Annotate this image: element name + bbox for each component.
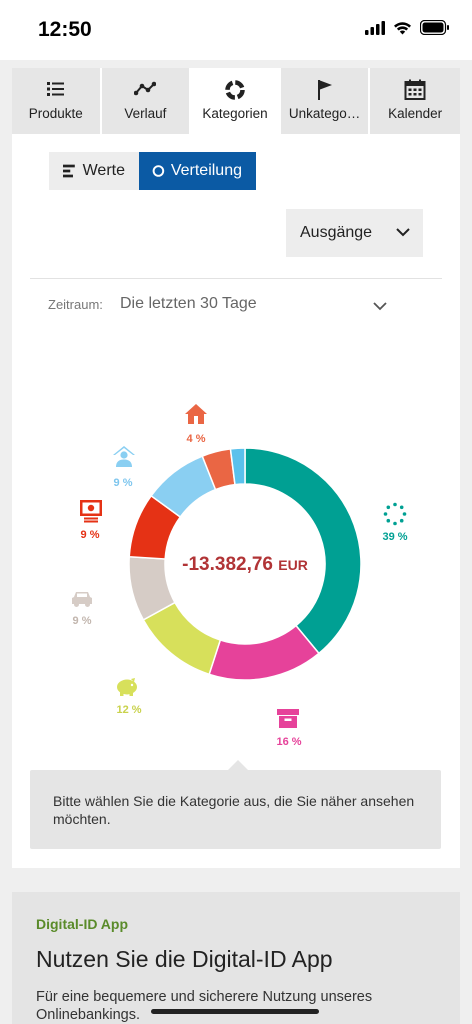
view-toggle: Werte Verteilung: [49, 152, 256, 190]
tab-label: Kategorien: [202, 106, 268, 121]
category-pct: 39 %: [382, 531, 408, 543]
line-chart-icon: [134, 81, 157, 96]
bars-icon: [63, 164, 75, 178]
promo-body: Für eine bequemere und sicherere Nutzung…: [36, 989, 373, 1023]
chevron-down-icon: [396, 228, 410, 237]
distribution-toggle-label: Verteilung: [170, 162, 242, 179]
category-donut-chart: [128, 447, 362, 681]
battery-icon: [420, 20, 449, 35]
donut-slice-0[interactable]: [244, 447, 362, 655]
circle-icon: [152, 165, 165, 177]
category-pct: 9 %: [72, 615, 92, 627]
distribution-toggle-button[interactable]: Verteilung: [139, 152, 256, 190]
direction-select[interactable]: Ausgänge: [286, 209, 423, 257]
values-toggle-label: Werte: [82, 162, 125, 179]
donut-slice-1[interactable]: [208, 624, 320, 681]
piggy-bank-icon: [117, 678, 137, 696]
flag-icon: [317, 80, 332, 100]
box-icon: [277, 709, 299, 728]
home-indicator: [151, 1009, 319, 1014]
house-icon: [185, 404, 207, 424]
status-bar: 12:50: [0, 0, 472, 60]
promo-kicker: Digital-ID App: [36, 916, 129, 932]
hint-text: Bitte wählen Sie die Kategorie aus, die …: [53, 793, 415, 827]
tab-verlauf[interactable]: Verlauf: [101, 68, 192, 134]
wifi-icon: [394, 21, 411, 34]
category-pct: 9 %: [113, 477, 133, 489]
list-icon: [46, 82, 64, 96]
hint-notch: [228, 760, 248, 770]
tab-label: Kalender: [388, 106, 443, 121]
calendar-icon: [404, 79, 426, 100]
category-pct: 4 %: [186, 433, 206, 445]
direction-select-value: Ausgänge: [300, 224, 373, 241]
category-cash-icon[interactable]: [76, 497, 106, 525]
status-icons: [365, 20, 450, 35]
category-house-icon[interactable]: [181, 400, 211, 428]
tab-unkategorisiert[interactable]: Unkatego…: [280, 68, 371, 134]
hint-box: Bitte wählen Sie die Kategorie aus, die …: [30, 770, 441, 849]
values-toggle-button[interactable]: Werte: [49, 152, 139, 190]
total-amount-value: -13.382,76: [182, 554, 273, 575]
tab-label: Produkte: [28, 106, 83, 121]
period-label: Zeitraum:: [48, 297, 103, 312]
signal-icon: [365, 20, 385, 35]
total-currency: EUR: [278, 557, 308, 573]
user-house-icon: [113, 446, 135, 467]
tab-kalender[interactable]: Kalender: [370, 68, 460, 134]
category-user-house-icon[interactable]: [109, 443, 139, 471]
category-box-icon[interactable]: [273, 704, 303, 732]
analysis-card: Produkte Verlauf Kategorien: [12, 68, 460, 868]
total-amount: -13.382,76 EUR: [180, 554, 310, 576]
category-dots-icon[interactable]: [380, 500, 410, 528]
tab-bar: Produkte Verlauf Kategorien: [12, 68, 460, 134]
tab-label: Unkatego…: [288, 106, 361, 121]
chevron-down-icon[interactable]: [372, 298, 388, 314]
cash-register-icon: [80, 500, 102, 523]
tab-kategorien[interactable]: Kategorien: [191, 68, 281, 134]
category-pct: 16 %: [276, 736, 302, 748]
digital-id-promo[interactable]: Digital-ID App Nutzen Sie die Digital-ID…: [12, 892, 460, 1024]
promo-title: Nutzen Sie die Digital-ID App: [36, 946, 333, 972]
tab-label: Verlauf: [124, 106, 167, 121]
tab-produkte[interactable]: Produkte: [12, 68, 102, 134]
donut-slice-7[interactable]: [229, 447, 246, 486]
category-car-icon[interactable]: [67, 585, 97, 613]
donut-icon: [225, 80, 245, 100]
divider: [30, 278, 442, 279]
status-time: 12:50: [38, 18, 92, 41]
dots-circle-icon: [383, 502, 407, 526]
car-icon: [72, 592, 92, 607]
category-pct: 9 %: [80, 529, 100, 541]
category-piggy-icon[interactable]: [112, 673, 142, 701]
category-pct: 12 %: [116, 704, 142, 716]
period-select[interactable]: Die letzten 30 Tage: [120, 295, 257, 312]
